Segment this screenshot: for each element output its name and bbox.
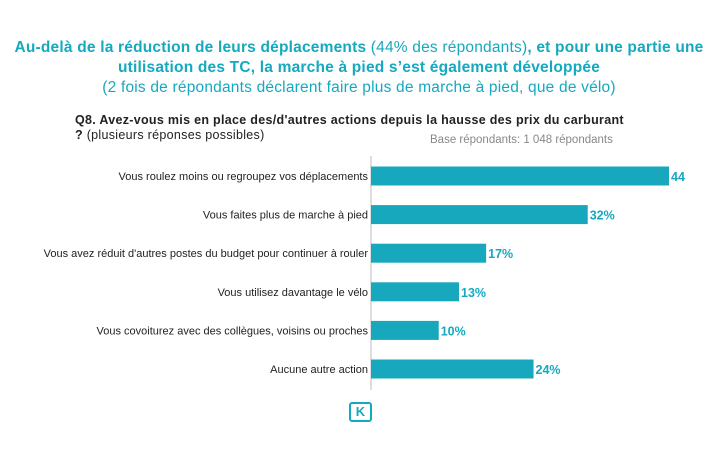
base-label: Base répondants: 1 048 répondants: [430, 134, 613, 146]
category-label: Aucune autre action: [270, 364, 368, 376]
data-label: 44: [671, 170, 685, 184]
headline: Au-delà de la réduction de leurs déplace…: [0, 38, 718, 98]
category-label: Vous roulez moins ou regroupez vos dépla…: [119, 171, 369, 183]
bar: [371, 282, 460, 302]
bar: [371, 359, 534, 379]
category-label: Vous utilisez davantage le vélo: [218, 287, 368, 299]
bar: [371, 320, 439, 340]
headline-part3: , et pour une partie une utilisation des…: [117, 39, 704, 76]
headline-part4: (2 fois de répondants déclarent faire pl…: [102, 79, 616, 96]
data-label: 17%: [488, 247, 513, 261]
data-label: 24%: [536, 363, 561, 377]
category-label: Vous faites plus de marche à pied: [203, 210, 368, 222]
data-label: 10%: [441, 324, 466, 338]
data-label: 13%: [461, 286, 486, 300]
category-label: Vous covoiturez avec des collègues, vois…: [97, 325, 369, 337]
bar-chart: Vous roulez moins ou regroupez vos dépla…: [44, 156, 685, 390]
question: Q8. Avez-vous mis en place des/d'autres …: [75, 113, 635, 143]
k-logo-icon: K: [349, 402, 372, 422]
question-text: Q8. Avez-vous mis en place des/d'autres …: [75, 113, 624, 142]
category-label: Vous avez réduit d'autres postes du budg…: [44, 248, 369, 260]
headline-part1: Au-delà de la réduction de leurs déplace…: [14, 39, 367, 56]
bar: [371, 166, 669, 186]
data-label: 32%: [590, 209, 615, 223]
bar: [371, 205, 588, 225]
headline-part2: (44% des répondants): [366, 39, 528, 56]
bar: [371, 243, 487, 263]
question-note: (plusieurs réponses possibles): [82, 128, 265, 142]
